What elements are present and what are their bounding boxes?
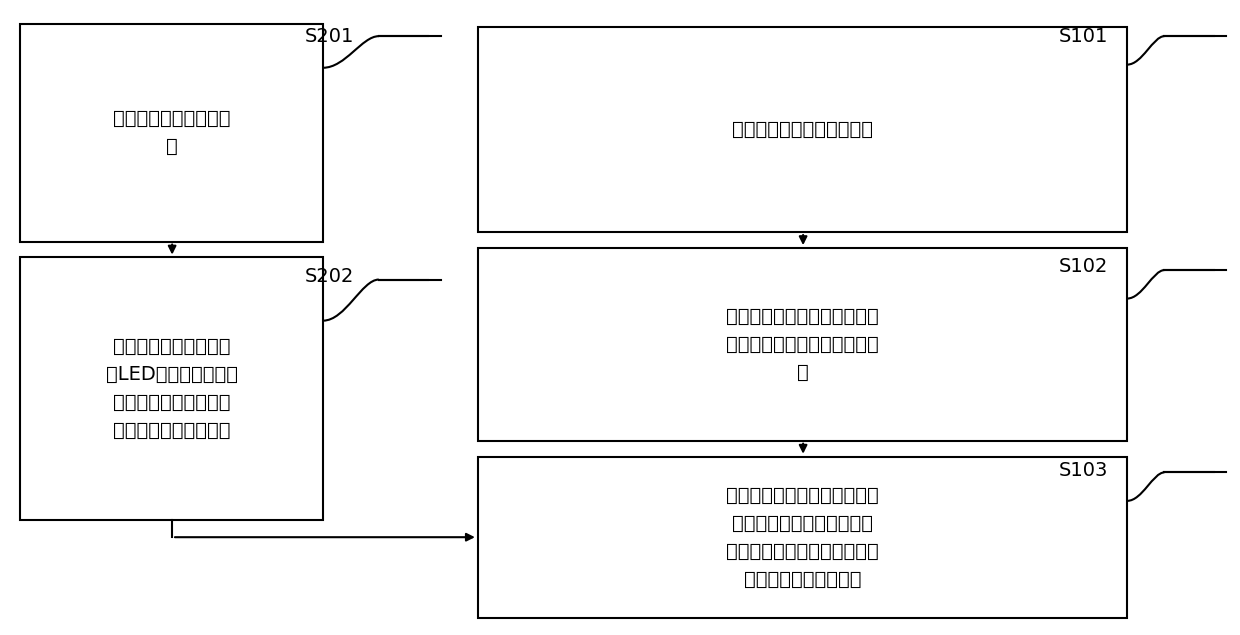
Text: S101: S101 [1059,27,1109,46]
Text: S201: S201 [305,27,353,46]
Text: 根据摄像机的镜头参数信息，
确定激光器的目标补光区域参
数: 根据摄像机的镜头参数信息， 确定激光器的目标补光区域参 数 [727,307,879,382]
Bar [477,27,1127,232]
Text: S202: S202 [305,267,353,286]
Bar [20,257,324,520]
Text: S102: S102 [1059,257,1109,276]
Text: S103: S103 [1059,461,1109,480]
Text: 根据激光器的目标补光区域参
数，调节激光器的出射光参
数，以使摄像机拍摄的目标物
体位于目标补光区域中: 根据激光器的目标补光区域参 数，调节激光器的出射光参 数，以使摄像机拍摄的目标物… [727,486,879,589]
Text: 获取摄像机的镜头参数信息: 获取摄像机的镜头参数信息 [732,120,873,139]
Bar [20,23,324,242]
Bar [477,248,1127,441]
Text: 调节激光器的发光二极
管LED阵列驱动电流，
以使激光器的出射光的
亮度满足目标拍摄亮度: 调节激光器的发光二极 管LED阵列驱动电流， 以使激光器的出射光的 亮度满足目标… [105,337,238,440]
Text: 获得预设的目标拍摄亮
度: 获得预设的目标拍摄亮 度 [113,109,231,156]
Bar [477,457,1127,618]
